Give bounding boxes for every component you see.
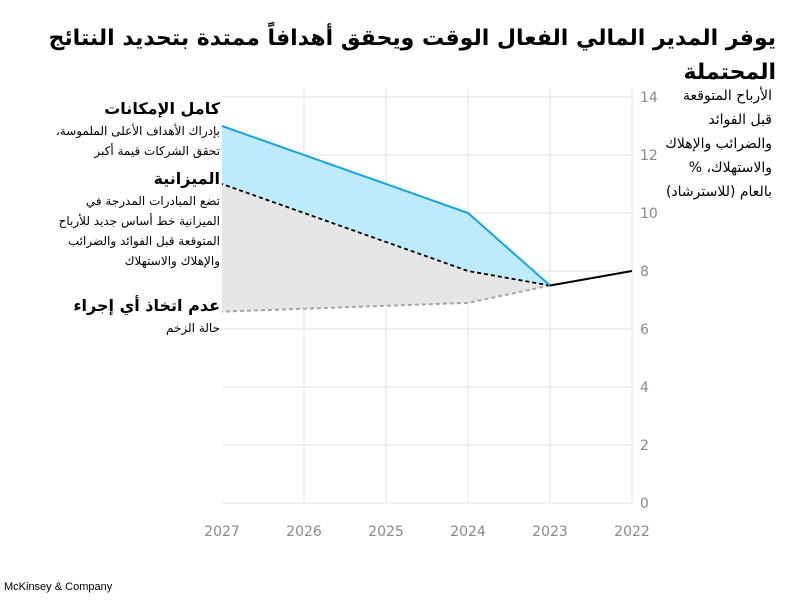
y-tick-label: 10 (640, 206, 658, 222)
no-action-line (221, 284, 551, 313)
annotation-budget: الميزانية تضع المبادرات المدرجة في الميز… (59, 167, 220, 271)
budget-area (222, 184, 550, 312)
fill-layer (222, 126, 550, 312)
y-tick-label: 6 (640, 322, 649, 338)
y-axis-label-line: قبل الفوائد (708, 112, 772, 128)
y-tick-label: 8 (640, 264, 649, 280)
annotation-text: تضع المبادرات المدرجة في (85, 194, 220, 208)
full-potential-line (221, 125, 551, 287)
annotation-text: الميزانية خط أساس جديد للأرباح (58, 214, 220, 228)
x-tick-label: 2026 (286, 524, 322, 540)
annotation-text: بإدراك الأهداف الأعلى الملموسة، (55, 124, 220, 138)
annotation-full-potential: كامل الإمكانات بإدراك الأهداف الأعلى الم… (56, 97, 220, 161)
annotation-title: عدم اتخاذ أي إجراء (73, 296, 220, 315)
annotation-text: حالة الزخم (166, 321, 220, 335)
x-tick-label: 2027 (204, 524, 240, 540)
y-tick-label: 14 (640, 90, 658, 106)
y-axis-label: الأرباح المتوقعة قبل الفوائد والضرائب وا… (642, 84, 772, 204)
tick-layer: 0 2 4 6 8 10 12 14 2022 2023 2024 2025 2026 2027 (204, 90, 658, 540)
y-tick-label: 4 (640, 380, 649, 396)
annotation-no-action: عدم اتخاذ أي إجراء حالة الزخم (73, 294, 220, 338)
annotation-text: والإهلاك والاستهلاك (124, 254, 220, 268)
x-tick-label: 2025 (368, 524, 404, 540)
y-axis-label-line: والاستهلاك، % (688, 160, 772, 176)
x-tick-label: 2024 (450, 524, 486, 540)
annotation-text: تحقق الشركات قيمة أكبر (94, 144, 220, 158)
annotation-title: كامل الإمكانات (104, 99, 220, 118)
line-layer (221, 125, 633, 313)
x-tick-label: 2022 (614, 524, 650, 540)
y-axis-label-line: الأرباح المتوقعة (683, 88, 772, 104)
y-tick-label: 0 (640, 496, 649, 512)
y-axis-label-line: بالعام (للاسترشاد) (665, 184, 772, 200)
chart-title: يوفر المدير المالي الفعال الوقت ويحقق أه… (48, 26, 776, 85)
annotation-title: الميزانية (153, 169, 220, 188)
annotation-text: المتوقعة قبل الفوائد والضرائب (67, 234, 220, 248)
source-label: McKinsey & Company (4, 581, 113, 593)
y-tick-label: 2 (640, 438, 649, 454)
y-axis-label-line: والضرائب والإهلاك (665, 136, 772, 152)
y-tick-label: 12 (640, 148, 658, 164)
historical-line (549, 270, 633, 287)
x-tick-label: 2023 (532, 524, 568, 540)
full-potential-area (222, 126, 550, 286)
